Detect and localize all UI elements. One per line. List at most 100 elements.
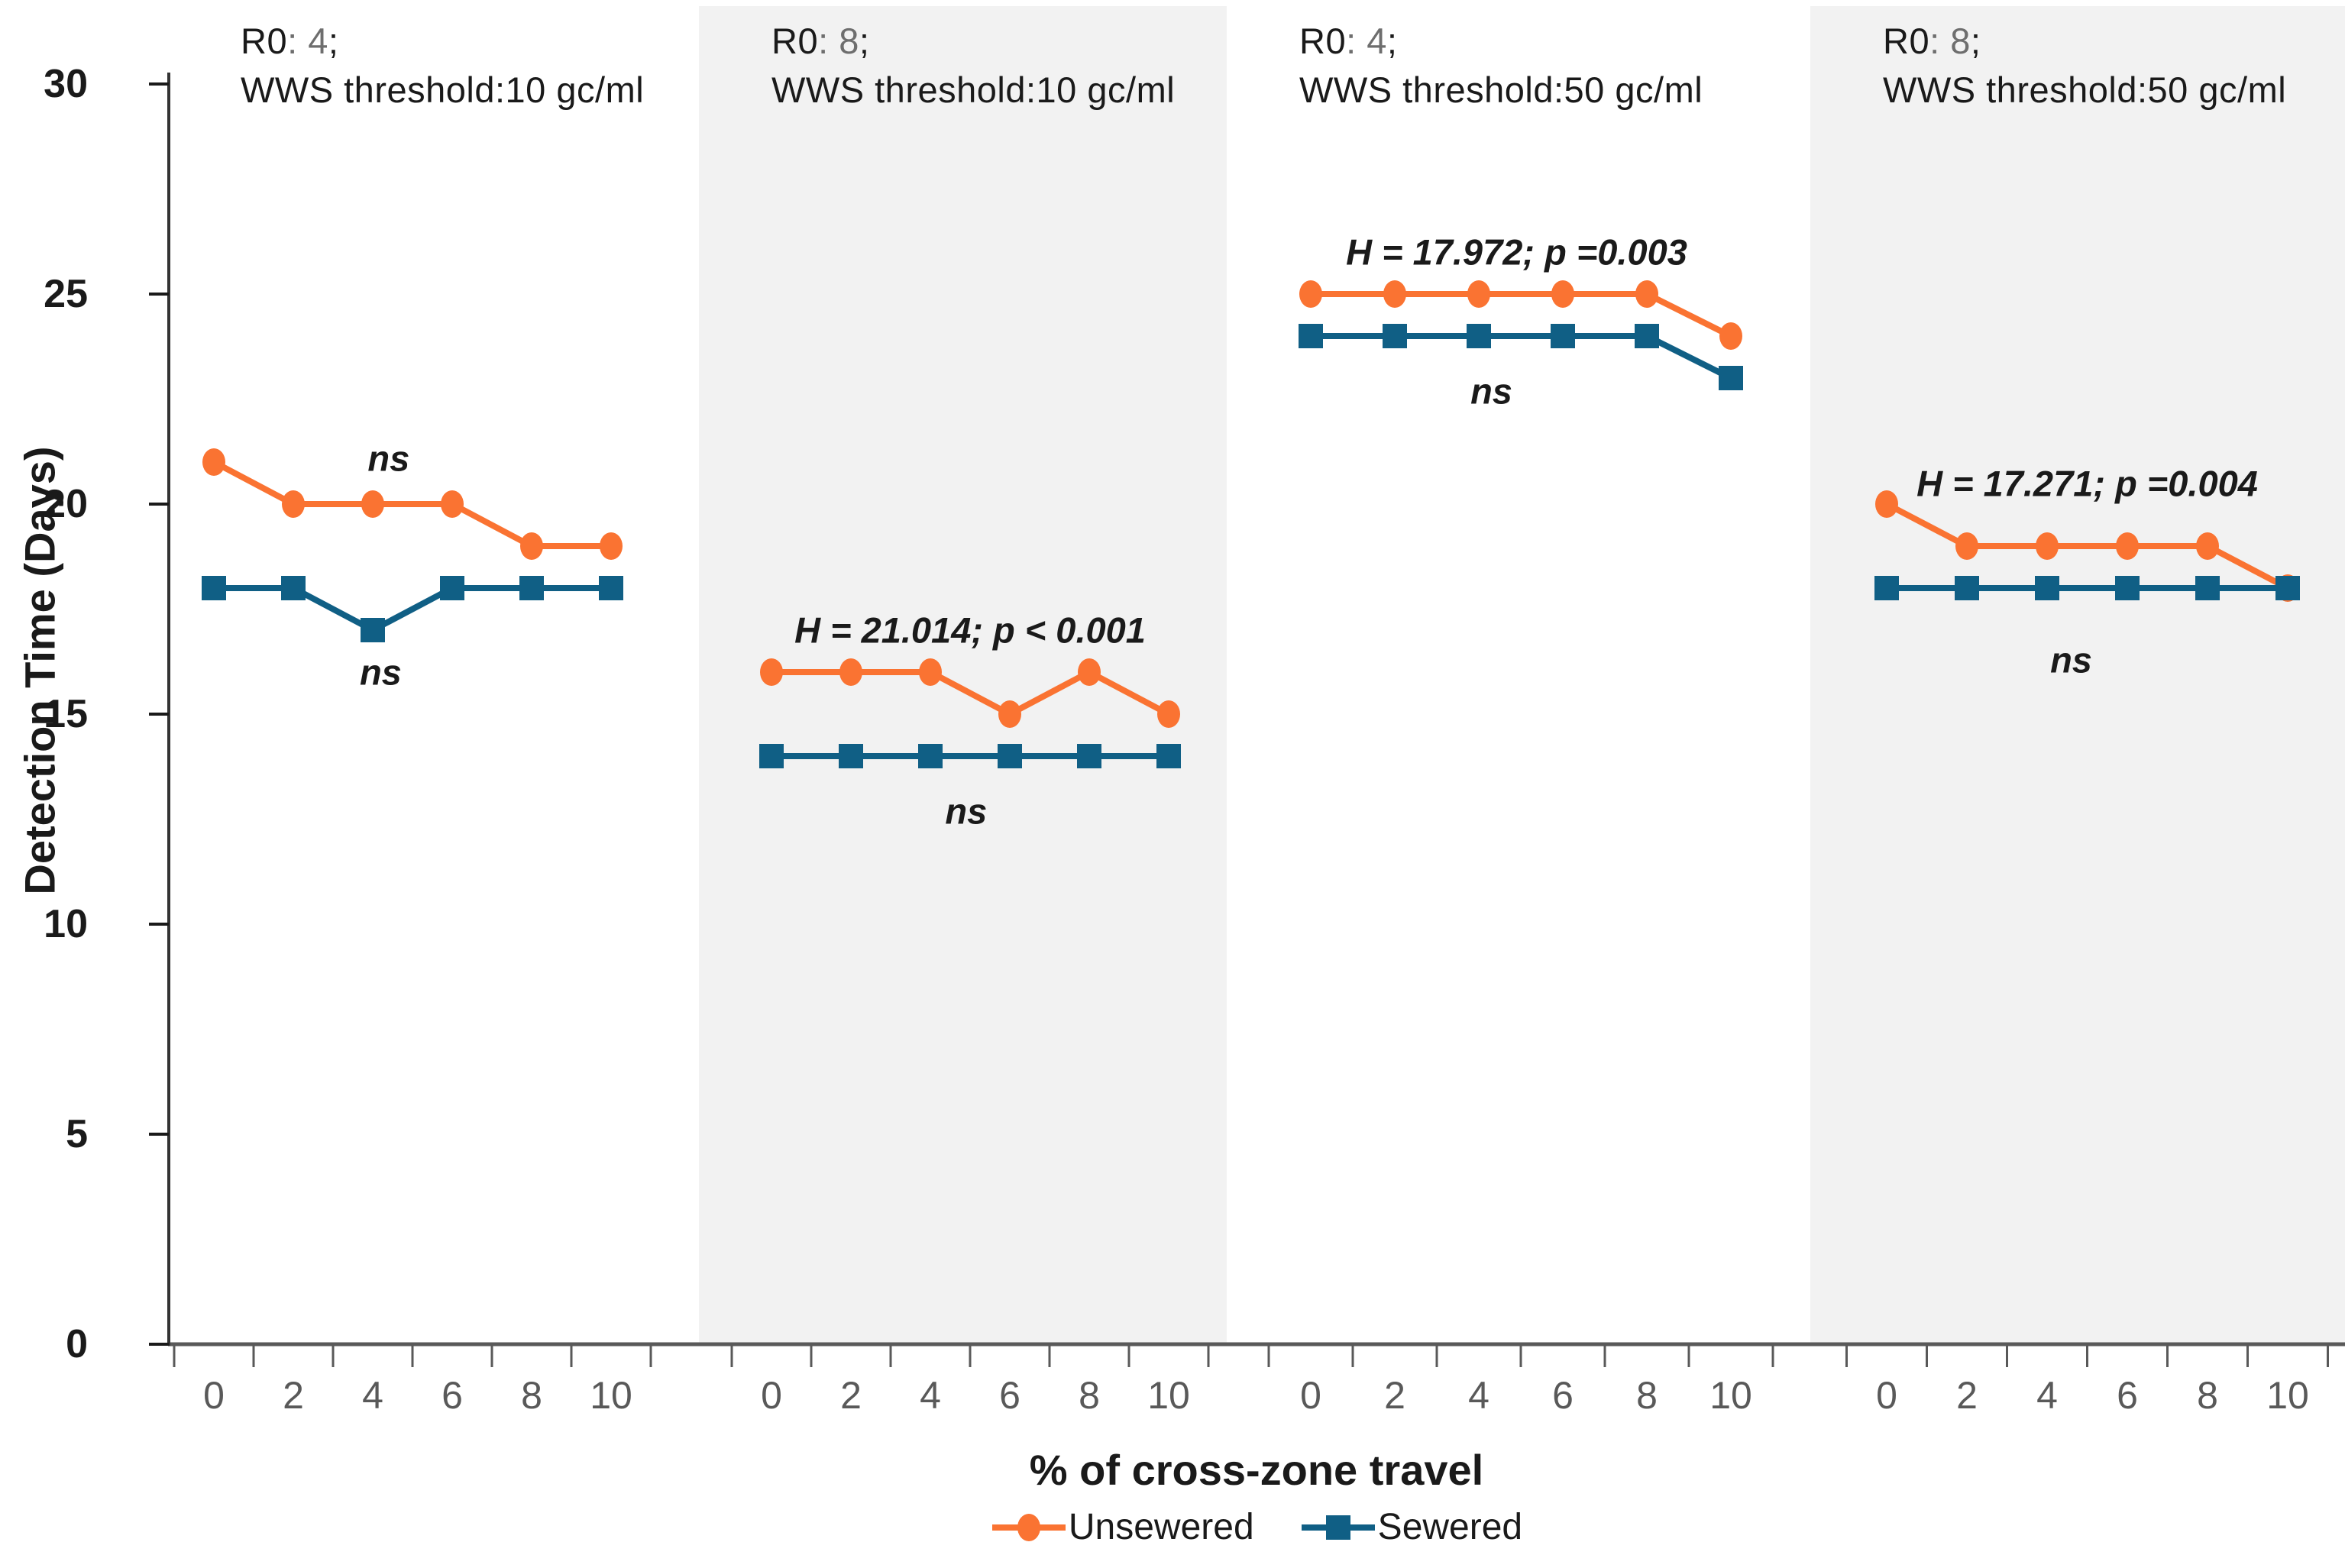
ns-label: ns (367, 438, 410, 478)
panel-title-line1: R0: 8; (771, 21, 870, 61)
unsewered-marker (1157, 700, 1180, 728)
stat-label-panel-4: H = 17.271; p =0.004 (1916, 463, 2258, 503)
y-tick-label: 15 (44, 692, 88, 736)
unsewered-marker (1955, 532, 1978, 560)
legend: Unsewered Sewered (168, 1506, 2345, 1548)
x-tick-label: 0 (203, 1374, 225, 1417)
x-tick-label: 0 (1876, 1374, 1897, 1417)
unsewered-line-panel-4 (1885, 501, 2289, 591)
sewered-marker (998, 744, 1022, 768)
unsewered-marker (2036, 532, 2059, 560)
x-tick-label: 2 (840, 1374, 862, 1417)
sewered-marker (1719, 366, 1743, 390)
stat-label-panel-3: H = 17.972; p =0.003 (1346, 231, 1687, 273)
unsewered-marker (1299, 280, 1322, 308)
unsewered-marker (2116, 532, 2139, 560)
x-tick-label: 10 (1147, 1374, 1190, 1417)
x-tick-label: 10 (1709, 1374, 1752, 1417)
shaded-band-panel-4 (1810, 6, 2345, 1343)
stat-label-panel-2: H = 21.014; p < 0.001 (794, 609, 1146, 651)
unsewered-marker (282, 490, 305, 518)
sewered-marker (361, 618, 385, 642)
sewered-marker (1077, 744, 1101, 768)
legend-item-sewered: Sewered (1300, 1506, 1522, 1548)
unsewered-marker (1635, 280, 1658, 308)
sewered-marker (440, 576, 464, 600)
sewered-marker (1383, 324, 1407, 348)
sewered-marker (839, 744, 863, 768)
unsewered-marker (2196, 532, 2219, 560)
x-tick-label: 8 (1636, 1374, 1658, 1417)
sewered-marker (918, 744, 943, 768)
x-tick-label: 8 (2197, 1374, 2218, 1417)
x-tick-label: 8 (521, 1374, 542, 1417)
panel-title-line1: R0: 8; (1883, 21, 1981, 61)
panel-title-line1: R0: 4; (241, 21, 339, 61)
ns-label: ns (945, 790, 988, 831)
panel-title-line2: WWS threshold:10 gc/ml (771, 70, 1176, 110)
sewered-marker (599, 576, 623, 600)
y-tick-label: 0 (66, 1322, 88, 1366)
unsewered-marker (361, 490, 384, 518)
x-tick-label: 6 (999, 1374, 1020, 1417)
unsewered-marker (760, 658, 783, 686)
sewered-marker (1635, 324, 1659, 348)
sewered-marker (2275, 576, 2300, 600)
legend-label-unsewered: Unsewered (1068, 1507, 1254, 1547)
x-tick-label: 4 (920, 1374, 941, 1417)
x-axis-title: % of cross-zone travel (1029, 1446, 1484, 1494)
x-tick-label: 4 (2036, 1374, 2058, 1417)
unsewered-marker (998, 700, 1021, 728)
unsewered-marker (1467, 280, 1490, 308)
sewered-marker (2115, 576, 2140, 600)
sewered-line-panel-3 (1311, 333, 1732, 381)
sewered-line-panel-1 (214, 585, 611, 634)
panel-title-3: R0: 4; WWS threshold:50 gc/ml (1299, 17, 1703, 115)
x-tick-label: 8 (1079, 1374, 1100, 1417)
legend-item-unsewered: Unsewered (991, 1506, 1254, 1548)
panel-title-2: R0: 8; WWS threshold:10 gc/ml (771, 17, 1175, 115)
ns-label: ns (2050, 639, 2092, 680)
panel-title-line2: WWS threshold:10 gc/ml (241, 70, 645, 110)
y-tick-label: 10 (44, 902, 88, 946)
unsewered-marker (839, 658, 862, 686)
panel-title-4: R0: 8; WWS threshold:50 gc/ml (1883, 17, 2286, 115)
unsewered-marker (1383, 280, 1406, 308)
y-tick-label: 5 (66, 1112, 88, 1156)
unsewered-line-panel-1 (212, 459, 611, 549)
x-tick-label: 2 (1384, 1374, 1405, 1417)
panel-title-line1: R0: 4; (1299, 21, 1398, 61)
sewered-marker (2195, 576, 2220, 600)
sewered-marker (759, 744, 784, 768)
x-tick-label: 6 (1552, 1374, 1574, 1417)
x-tick-label: 0 (761, 1374, 782, 1417)
unsewered-legend-marker-icon (991, 1513, 1066, 1541)
unsewered-marker (520, 532, 543, 560)
x-tick-label: 2 (283, 1374, 304, 1417)
panel-title-line2: WWS threshold:50 gc/ml (1299, 70, 1703, 110)
sewered-marker (281, 576, 306, 600)
unsewered-marker (202, 448, 225, 476)
x-tick-label: 6 (2117, 1374, 2138, 1417)
x-tick-label: 4 (362, 1374, 383, 1417)
ns-label: ns (359, 651, 402, 693)
panel-title-1: R0: 4; WWS threshold:10 gc/ml (241, 17, 644, 115)
y-tick-label: 20 (44, 482, 88, 526)
x-tick-label: 10 (590, 1374, 632, 1417)
x-tick-label: 4 (1468, 1374, 1489, 1417)
sewered-marker (1467, 324, 1491, 348)
unsewered-marker (441, 490, 464, 518)
y-axis-title: Detection Time (Days) (15, 446, 64, 895)
sewered-marker (1299, 324, 1323, 348)
sewered-marker (2035, 576, 2059, 600)
unsewered-marker (1551, 280, 1574, 308)
unsewered-line-panel-3 (1311, 291, 1732, 339)
x-tick-label: 2 (1956, 1374, 1978, 1417)
unsewered-marker (1719, 322, 1742, 350)
sewered-legend-marker-icon (1301, 1515, 1375, 1540)
unsewered-marker (600, 532, 623, 560)
y-tick-label: 25 (44, 272, 88, 316)
sewered-marker (202, 576, 226, 600)
